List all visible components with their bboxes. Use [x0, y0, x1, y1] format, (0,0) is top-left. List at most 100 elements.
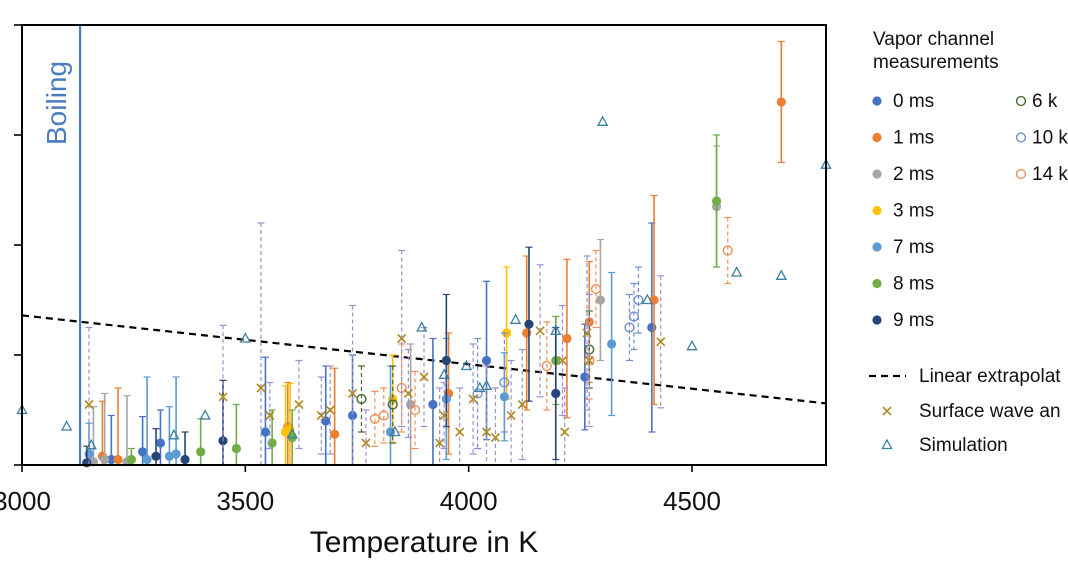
legend-label-3-ms: 3 ms [893, 201, 934, 222]
legend-marker-9-ms [872, 315, 882, 325]
data-point-simulation [686, 339, 698, 351]
data-point-14-k [369, 413, 380, 424]
data-point-surface-wave-an [265, 410, 275, 421]
data-point-surface-wave-an [84, 399, 94, 410]
data-point-8-ms [231, 443, 241, 454]
legend-label-2-ms: 2 ms [893, 164, 934, 185]
data-point-simulation [550, 324, 562, 335]
data-point-7-ms [607, 339, 617, 349]
x-axis-title: Temperature in K [310, 526, 538, 559]
x-tick-label: 4500 [663, 486, 721, 516]
data-point-2-ms [595, 295, 606, 305]
legend-label-9-ms: 9 ms [893, 310, 934, 331]
data-point-surface-wave-an [468, 394, 478, 404]
data-point-1-ms [776, 97, 786, 107]
plot-area [16, 25, 832, 468]
data-point-surface-wave-an [347, 388, 358, 399]
data-point-0-ms [347, 410, 358, 421]
data-point-6-k [356, 393, 367, 405]
legend-marker-8-ms [872, 278, 882, 289]
data-point-simulation [85, 438, 97, 450]
data-point-9-ms [524, 319, 534, 329]
data-point-simulation [480, 379, 493, 390]
data-point-simulation [199, 409, 211, 420]
data-point-surface-wave-an [316, 410, 326, 421]
data-point-14-k [590, 283, 602, 295]
data-point-surface-wave-an [439, 410, 449, 421]
data-point-surface-wave-an [325, 405, 335, 415]
x-tick-label: 4000 [440, 486, 498, 516]
legend-marker-14-k [1015, 168, 1027, 180]
data-point-surface-wave-an [218, 392, 228, 402]
data-point-surface-wave-an [256, 383, 266, 393]
data-point-10-k [633, 294, 644, 306]
legend-marker-3-ms [872, 205, 882, 216]
data-point-8-ms [196, 447, 206, 457]
legend-marker-10-k [1015, 132, 1027, 143]
data-point-1-ms [330, 429, 340, 439]
series-7-ms [84, 271, 617, 466]
legend-label-10-k: 10 k [1032, 128, 1068, 149]
data-point-6-k [387, 399, 398, 410]
legend-label-linear-extrapolat: Linear extrapolat [919, 366, 1061, 387]
data-point-surface-wave-an [403, 388, 413, 399]
data-point-2-ms [100, 454, 110, 465]
data-point-surface-wave-an [294, 399, 304, 410]
series-0-ms [106, 222, 657, 466]
data-point-simulation [60, 420, 73, 431]
legend-label-8-ms: 8 ms [893, 274, 934, 295]
data-point-0-ms [647, 322, 657, 333]
data-point-surface-wave-an [435, 438, 445, 448]
data-point-14-k [541, 360, 552, 372]
data-point-0-ms [481, 355, 492, 366]
linear-extrapolation-line [21, 314, 827, 405]
data-point-simulation [474, 381, 486, 393]
data-point-surface-wave-an [397, 333, 407, 344]
data-point-surface-wave-an [419, 372, 429, 382]
data-point-surface-wave-an [481, 427, 492, 437]
data-point-surface-wave-an [517, 399, 527, 410]
data-point-9-ms [551, 388, 561, 399]
data-point-0-ms [138, 447, 148, 457]
data-point-0-ms [428, 399, 438, 410]
data-point-9-ms [82, 458, 92, 468]
legend-title-line-2: measurements [873, 52, 999, 73]
x-axis: 3000 3500 4000 4500 [0, 24, 721, 516]
data-point-surface-wave-an [490, 432, 501, 443]
series-10-k [472, 266, 644, 450]
legend-marker-2-ms [872, 169, 882, 179]
legend-label-14-k: 14 k [1032, 164, 1068, 185]
legend-marker-7-ms [872, 242, 882, 252]
data-point-simulation [286, 427, 298, 439]
legend-marker-0-ms [872, 96, 882, 106]
series-1-ms [97, 40, 786, 466]
legend-label-simulation: Simulation [919, 435, 1008, 456]
data-point-surface-wave-an [361, 438, 371, 448]
legend-marker-6-k [1015, 95, 1027, 107]
data-point-surface-wave-an [455, 427, 465, 437]
data-point-0-ms [106, 454, 116, 465]
data-point-simulation [438, 368, 450, 379]
data-point-8-ms [267, 438, 277, 448]
x-tick-label: 3000 [0, 486, 51, 516]
legend: Vapor channel measurements 0 ms 1 ms 2 ms 3… [869, 29, 1068, 456]
data-point-simulation [641, 293, 654, 305]
data-point-7-ms [171, 449, 181, 459]
x-tick-label: 3500 [216, 486, 274, 516]
legend-label-surface-wave-an: Surface wave an [919, 401, 1061, 422]
data-point-1-ms [522, 328, 532, 338]
data-point-9-ms [441, 355, 451, 366]
data-point-0-ms [260, 427, 271, 437]
data-point-simulation [239, 332, 252, 343]
data-point-1-ms [562, 333, 572, 344]
series-2-ms [88, 145, 722, 467]
data-point-simulation [168, 428, 180, 440]
data-point-simulation [596, 115, 609, 126]
legend-label-0-ms: 0 ms [893, 91, 934, 112]
legend-marker-1-ms [872, 132, 882, 143]
data-point-simulation [460, 359, 473, 371]
series-8-ms [126, 134, 722, 466]
data-point-1-ms [113, 454, 123, 465]
legend-label-7-ms: 7 ms [893, 237, 934, 258]
